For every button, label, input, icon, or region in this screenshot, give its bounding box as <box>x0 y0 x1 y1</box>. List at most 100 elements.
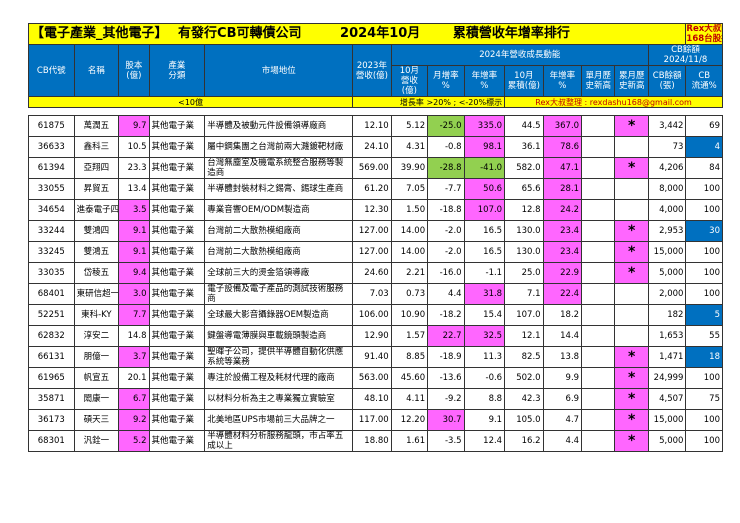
cell-yoy: 11.3 <box>463 346 506 368</box>
header-mom: 月增率% <box>427 65 465 97</box>
cell-oct-cum: 12.1 <box>504 325 544 347</box>
cell-mom: -9.2 <box>427 388 465 410</box>
cell-name: 閎康一 <box>73 388 120 410</box>
note-small-cap: <10億 <box>27 96 354 108</box>
cell-oct-rev: 2.21 <box>390 262 429 284</box>
cell-industry: 其他電子業 <box>148 367 206 389</box>
cell-cum-yoy: 24.2 <box>542 199 583 221</box>
cell-yoy: 98.1 <box>463 136 506 158</box>
cell-market-position: 鍵盤導電薄膜與車載鏡頭製造商 <box>204 325 354 347</box>
cell-rev2023: 12.90 <box>352 325 392 347</box>
cell-oct-rev: 0.73 <box>390 283 429 305</box>
header-rev2023: 2023年 營收(億) <box>352 44 392 97</box>
cell-cum-yoy: 4.7 <box>542 409 583 431</box>
cell-oct-rev: 45.60 <box>390 367 429 389</box>
cell-name: 朋億一 <box>73 346 120 368</box>
header-cb-balance: CB餘額 (張) <box>647 65 687 97</box>
cell-cum-yoy: 22.4 <box>542 283 583 305</box>
cell-capital: 7.7 <box>118 304 150 326</box>
header-oct-cum: 10月 累積(億) <box>504 65 544 97</box>
header-cum-yoy: 年增率% <box>542 65 583 97</box>
cell-market-position: 台灣無塵室及機電系統整合服務等製造商 <box>204 157 354 179</box>
table-row: 33245 雙鴻五 9.1 其他電子業 台灣前二大散熱模組廠商 127.00 14.00 -2… <box>28 241 723 263</box>
cell-market-position: 台灣前二大散熱模組廠商 <box>204 220 354 242</box>
cell-industry: 其他電子業 <box>148 115 206 137</box>
cell-cb-ratio: 4 <box>685 136 723 158</box>
cell-name: 雙鴻五 <box>73 241 120 263</box>
cell-mom: 30.7 <box>427 409 465 431</box>
cell-yoy: 8.8 <box>463 388 506 410</box>
cell-yoy: 32.5 <box>463 325 506 347</box>
cell-cb-code: 68401 <box>28 283 75 305</box>
cell-cum-month-high: * <box>614 115 649 137</box>
cell-mom: -0.8 <box>427 136 465 158</box>
cell-mom: -2.0 <box>427 220 465 242</box>
cell-cum-month-high <box>614 199 649 221</box>
header-cb-remaining-label: CB餘額 <box>671 45 700 56</box>
cell-cb-balance: 3,442 <box>647 115 687 137</box>
cell-oct-cum: 42.3 <box>504 388 544 410</box>
cell-cum-month-high: * <box>614 367 649 389</box>
cell-cum-yoy: 4.4 <box>542 430 583 452</box>
cell-yoy: 16.5 <box>463 241 506 263</box>
cell-yoy: -0.6 <box>463 367 506 389</box>
cell-cum-month-high: * <box>614 409 649 431</box>
table-row: 33244 雙鴻四 9.1 其他電子業 台灣前二大散熱模組廠商 127.00 14.00 -2… <box>28 220 723 242</box>
cell-cb-code: 52251 <box>28 304 75 326</box>
cell-oct-cum: 44.5 <box>504 115 544 137</box>
table-row: 36173 碩天三 9.2 其他電子業 北美地區UPS市場前三大品牌之一 117.00 12… <box>28 409 723 431</box>
cell-yoy: 15.4 <box>463 304 506 326</box>
cell-industry: 其他電子業 <box>148 262 206 284</box>
header-name: 名稱 <box>73 44 120 97</box>
cell-market-position: 半導體及被動元件設備領導廠商 <box>204 115 354 137</box>
table-row: 61875 萬潤五 9.7 其他電子業 半導體及被動元件設備領導廠商 12.10 5.12-… <box>28 115 723 137</box>
cell-industry: 其他電子業 <box>148 409 206 431</box>
cell-single-month-high <box>581 430 616 452</box>
cell-yoy: -41.0 <box>463 157 506 179</box>
cell-cb-code: 34654 <box>28 199 75 221</box>
header-cb-code: CB代號 <box>28 44 75 97</box>
header-cb-date: 2024/11/8 <box>663 55 708 65</box>
cell-capital: 13.4 <box>118 178 150 200</box>
cell-rev2023: 127.00 <box>352 241 392 263</box>
cell-cb-ratio: 55 <box>685 325 723 347</box>
cell-capital: 9.7 <box>118 115 150 137</box>
header-cb-ratio: CB 流通% <box>685 65 723 97</box>
cell-mom: -18.9 <box>427 346 465 368</box>
cell-single-month-high <box>581 178 616 200</box>
cell-cb-ratio: 100 <box>685 283 723 305</box>
cell-industry: 其他電子業 <box>148 220 206 242</box>
cell-mom: 22.7 <box>427 325 465 347</box>
cell-industry: 其他電子業 <box>148 241 206 263</box>
cell-cum-yoy: 23.4 <box>542 220 583 242</box>
cell-market-position: 半導體封裝材料之錫膏、錫球生產商 <box>204 178 354 200</box>
cell-oct-rev: 10.90 <box>390 304 429 326</box>
cell-rev2023: 569.00 <box>352 157 392 179</box>
cell-single-month-high <box>581 220 616 242</box>
cell-cum-yoy: 14.4 <box>542 325 583 347</box>
cell-market-position: 台灣前二大散熱模組廠商 <box>204 241 354 263</box>
header-row-1: CB代號 名稱 股本 (億) 產業 分類 市場地位 2023年 營收(億) 2024年… <box>28 44 724 97</box>
cell-cb-ratio: 5 <box>685 304 723 326</box>
table-body: 61875 萬潤五 9.7 其他電子業 半導體及被動元件設備領導廠商 12.10 5.12-… <box>28 115 723 452</box>
header-growth-group: 2024年營收成長動能 <box>390 44 649 66</box>
cell-yoy: 107.0 <box>463 199 506 221</box>
title-subtitle: 有發行CB可轉債公司 <box>178 26 302 41</box>
cell-mom: -7.7 <box>427 178 465 200</box>
cell-cb-ratio: 75 <box>685 388 723 410</box>
cell-cum-month-high: * <box>614 430 649 452</box>
cell-capital: 9.4 <box>118 262 150 284</box>
cell-single-month-high <box>581 346 616 368</box>
cell-cb-balance: 1,653 <box>647 325 687 347</box>
header-row-2: 10月 營收(億) 月增率% 年增率% 10月 累積(億) 年增率% 單月歷 史新高 … <box>29 65 723 97</box>
cell-oct-cum: 582.0 <box>504 157 544 179</box>
cell-capital: 9.1 <box>118 220 150 242</box>
cell-cb-balance: 73 <box>647 136 687 158</box>
cell-market-position: 全球前三大的燙金箔領導廠 <box>204 262 354 284</box>
cell-mom: 4.4 <box>427 283 465 305</box>
cell-industry: 其他電子業 <box>148 178 206 200</box>
table-row: 52251 東科-KY 7.7 其他電子業 全球最大影音攝錄器OEM製造商 106.00 1… <box>28 304 723 326</box>
cell-industry: 其他電子業 <box>148 304 206 326</box>
cell-capital: 5.2 <box>118 430 150 452</box>
spacer-row <box>28 107 723 116</box>
